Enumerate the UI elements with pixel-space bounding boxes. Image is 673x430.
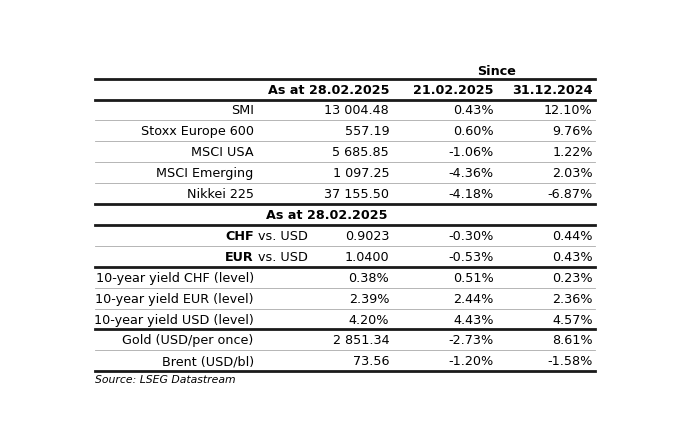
Text: MSCI USA: MSCI USA [191, 146, 254, 159]
Text: -2.73%: -2.73% [448, 334, 493, 347]
Text: 37 155.50: 37 155.50 [324, 187, 389, 201]
Text: -0.30%: -0.30% [448, 229, 493, 243]
Text: 4.43%: 4.43% [453, 313, 493, 326]
Text: Gold (USD/per once): Gold (USD/per once) [122, 334, 254, 347]
Text: 0.23%: 0.23% [552, 271, 593, 284]
Text: 12.10%: 12.10% [544, 104, 593, 117]
Text: 0.43%: 0.43% [552, 250, 593, 263]
Text: -1.58%: -1.58% [547, 355, 593, 368]
Text: 13 004.48: 13 004.48 [324, 104, 389, 117]
Text: EUR: EUR [225, 250, 254, 263]
Text: -0.53%: -0.53% [448, 250, 493, 263]
Text: 2.03%: 2.03% [552, 167, 593, 180]
Text: SMI: SMI [231, 104, 254, 117]
Text: 2.39%: 2.39% [349, 292, 389, 305]
Text: As at 28.02.2025: As at 28.02.2025 [266, 209, 388, 221]
Text: Since: Since [476, 65, 516, 78]
Text: 2.44%: 2.44% [453, 292, 493, 305]
Text: 2.36%: 2.36% [552, 292, 593, 305]
Text: 1.22%: 1.22% [552, 146, 593, 159]
Text: -4.18%: -4.18% [448, 187, 493, 201]
Text: vs. USD: vs. USD [254, 250, 308, 263]
Text: 0.60%: 0.60% [453, 125, 493, 138]
Text: 1 097.25: 1 097.25 [332, 167, 389, 180]
Text: 8.61%: 8.61% [552, 334, 593, 347]
Text: 31.12.2024: 31.12.2024 [512, 83, 593, 96]
Text: 0.38%: 0.38% [349, 271, 389, 284]
Text: 0.51%: 0.51% [453, 271, 493, 284]
Text: 2 851.34: 2 851.34 [332, 334, 389, 347]
Text: Source: LSEG Datastream: Source: LSEG Datastream [94, 375, 235, 384]
Text: 10-year yield CHF (level): 10-year yield CHF (level) [96, 271, 254, 284]
Text: 10-year yield USD (level): 10-year yield USD (level) [94, 313, 254, 326]
Text: 9.76%: 9.76% [552, 125, 593, 138]
Text: -1.20%: -1.20% [448, 355, 493, 368]
Text: -6.87%: -6.87% [547, 187, 593, 201]
Text: 4.57%: 4.57% [552, 313, 593, 326]
Text: Brent (USD/bl): Brent (USD/bl) [162, 355, 254, 368]
Text: 10-year yield EUR (level): 10-year yield EUR (level) [95, 292, 254, 305]
Text: -1.06%: -1.06% [448, 146, 493, 159]
Text: 21.02.2025: 21.02.2025 [413, 83, 493, 96]
Text: 557.19: 557.19 [345, 125, 389, 138]
Text: 5 685.85: 5 685.85 [332, 146, 389, 159]
Text: 4.20%: 4.20% [349, 313, 389, 326]
Text: Stoxx Europe 600: Stoxx Europe 600 [141, 125, 254, 138]
Text: 0.9023: 0.9023 [345, 229, 389, 243]
Text: -4.36%: -4.36% [448, 167, 493, 180]
Text: 0.44%: 0.44% [552, 229, 593, 243]
Text: CHF: CHF [225, 229, 254, 243]
Text: 0.43%: 0.43% [453, 104, 493, 117]
Text: MSCI Emerging: MSCI Emerging [156, 167, 254, 180]
Text: As at 28.02.2025: As at 28.02.2025 [268, 83, 389, 96]
Text: vs. USD: vs. USD [254, 229, 308, 243]
Text: Nikkei 225: Nikkei 225 [186, 187, 254, 201]
Text: 73.56: 73.56 [353, 355, 389, 368]
Text: 1.0400: 1.0400 [345, 250, 389, 263]
